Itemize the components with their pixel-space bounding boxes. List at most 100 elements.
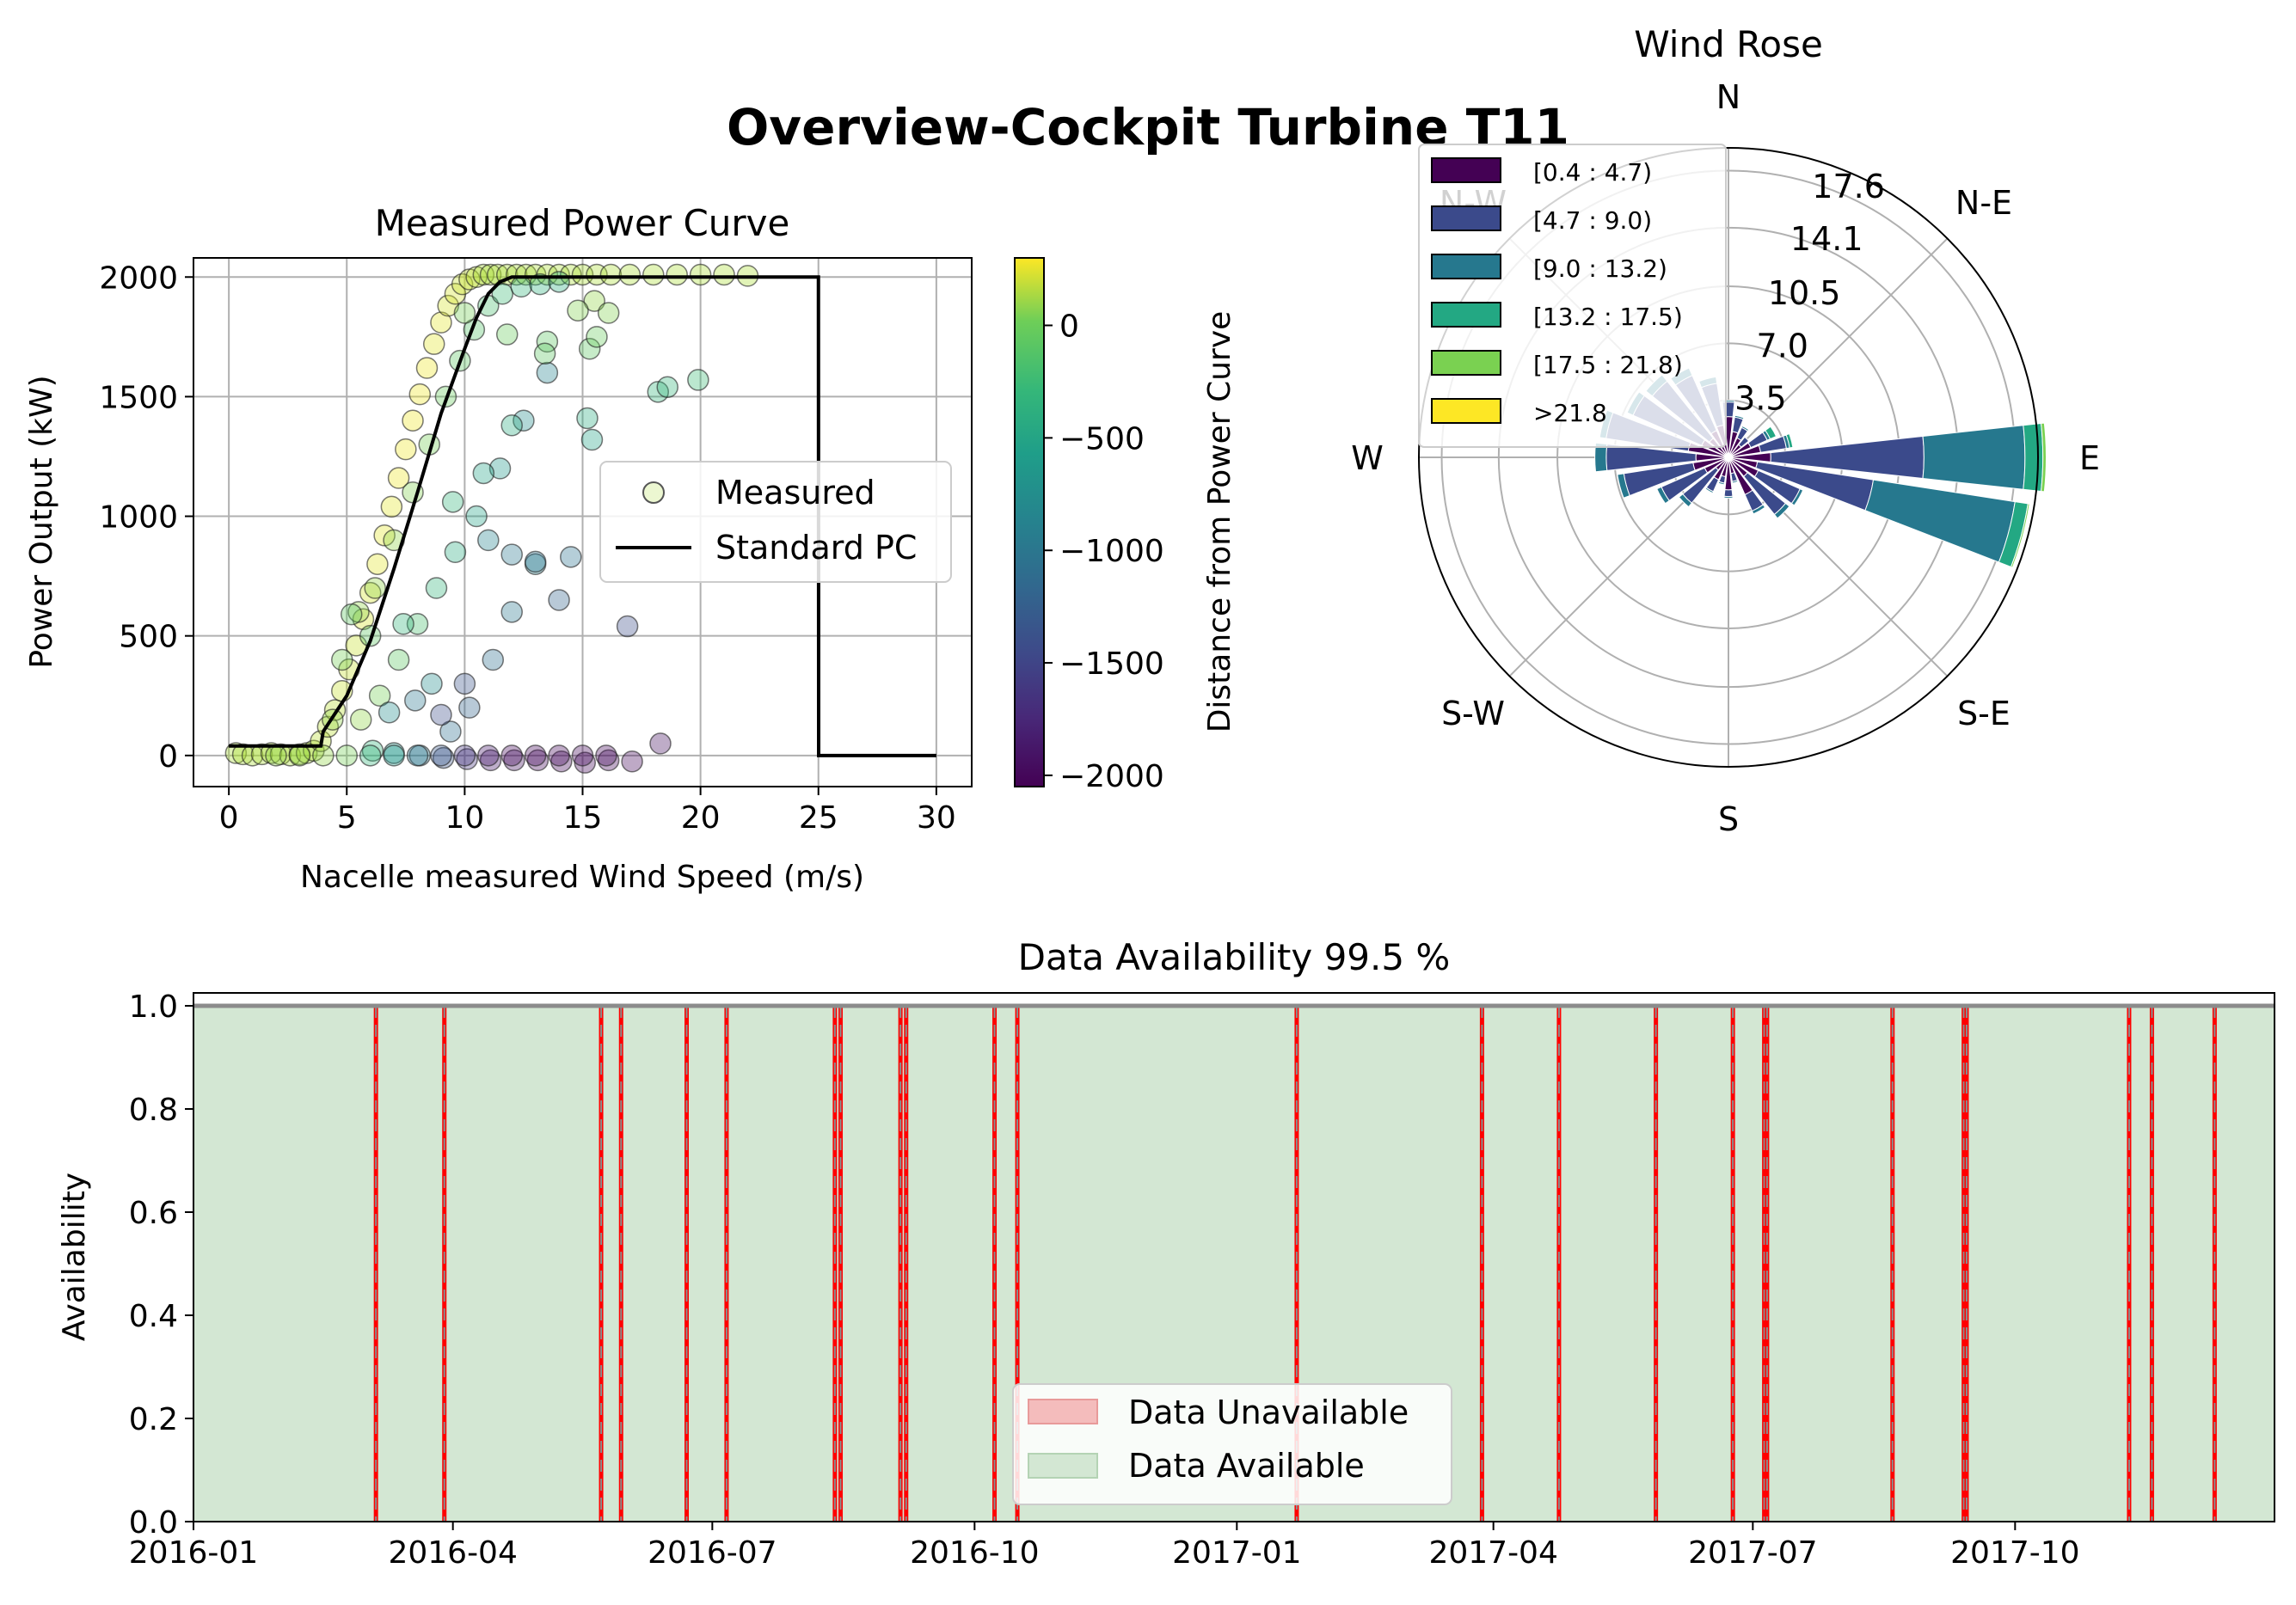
x-tick-label: 2016-10 <box>910 1535 1039 1571</box>
measured-point <box>359 744 382 767</box>
measured-point <box>524 744 547 767</box>
colorbar <box>1014 257 1045 787</box>
colorbar-label: Distance from Power Curve <box>1202 311 1237 733</box>
wind-rose-frame <box>1418 147 2039 768</box>
wind-rose-legend-swatch <box>1431 205 1501 231</box>
measured-point <box>576 407 599 430</box>
radial-tick-label: 3.5 <box>1734 380 1786 418</box>
wind-rose-bar <box>1785 432 1794 449</box>
measured-point <box>666 263 688 286</box>
measured-point <box>500 744 523 767</box>
standard-pc-line <box>229 275 936 757</box>
wind-rose-legend-label: [9.0 : 13.2) <box>1533 254 1667 283</box>
measured-point <box>500 543 523 566</box>
wind-rose-bar <box>1734 414 1745 420</box>
colorbar-tick-label: 0 <box>1059 309 1079 345</box>
wind-rose-legend-label: [4.7 : 9.0) <box>1533 206 1652 235</box>
measured-point <box>548 271 570 293</box>
x-tick-label: 2017-04 <box>1428 1535 1557 1571</box>
measured-point <box>548 263 570 286</box>
measured-point <box>536 361 559 384</box>
wind-rose-bar <box>1773 502 1790 519</box>
wind-rose-bar <box>1678 493 1692 508</box>
power-curve-ylabel: Power Output (kW) <box>24 375 59 668</box>
measured-point <box>439 720 462 743</box>
wind-rose-legend-swatch <box>1431 398 1501 424</box>
measured-point <box>312 744 335 767</box>
measured-point <box>578 337 601 360</box>
measured-point <box>689 263 712 286</box>
measured-point <box>437 294 459 317</box>
measured-point <box>477 529 500 552</box>
measured-points <box>224 263 759 774</box>
wind-rose-legend-label: >21.8 <box>1533 399 1607 427</box>
radial-tick-label: 10.5 <box>1768 274 1841 312</box>
y-tick-label: 0.6 <box>129 1196 178 1231</box>
direction-label: S <box>1718 800 1739 838</box>
measured-point <box>395 438 417 461</box>
power-curve-ticks: 0 5 10 15 20 25 30 0 500 1000 1500 2000 <box>99 260 955 836</box>
measured-point <box>465 505 488 528</box>
availability-ticks: 2016-01 2016-04 2016-07 2016-10 2017-01 2017-… <box>129 989 2080 1571</box>
measured-point <box>340 603 363 626</box>
y-tick-label: 0.8 <box>129 1093 178 1128</box>
x-tick-label: 2017-10 <box>1950 1535 2079 1571</box>
measured-point <box>366 553 389 575</box>
measured-point <box>453 744 476 767</box>
y-tick-label: 0 <box>158 739 178 775</box>
unavailable-lines <box>373 1006 2217 1522</box>
measured-point <box>331 648 353 671</box>
measured-point <box>482 648 505 671</box>
measured-point <box>560 263 582 286</box>
measured-point <box>335 744 359 767</box>
measured-point <box>430 311 452 334</box>
wind-rose-legend-label: [17.5 : 21.8) <box>1533 351 1683 379</box>
x-tick-label: 0 <box>219 800 239 836</box>
wind-rose-bar <box>1704 487 1715 494</box>
measured-point <box>586 326 608 348</box>
measured-point <box>618 263 642 286</box>
wind-rose-bar <box>1717 481 1725 486</box>
angular-grid-line <box>1728 237 1949 458</box>
wind-rose-legend-swatch <box>1431 157 1501 183</box>
wind-rose-bar <box>1723 489 1734 497</box>
measured-point <box>456 748 478 770</box>
availability-legend-frame <box>1012 1383 1452 1505</box>
measured-point <box>392 613 414 635</box>
x-tick-label: 15 <box>563 800 603 836</box>
availability-ylabel: Availability <box>57 1173 92 1341</box>
measured-point <box>387 467 410 489</box>
wind-rose-bar <box>2023 422 2044 493</box>
measured-point <box>656 376 678 399</box>
power-curve-panel: Measured Power Curve 0 5 10 15 20 25 30 0 500 100… <box>24 202 1237 895</box>
measured-point <box>421 672 443 695</box>
availability-title: Data Availability 99.5 % <box>1018 936 1451 978</box>
measured-point <box>500 414 523 437</box>
legend-swatch-unavailable <box>1028 1399 1098 1424</box>
wind-rose-legend-swatch <box>1431 302 1501 328</box>
measured-point <box>453 672 476 695</box>
y-tick-label: 2000 <box>99 260 178 296</box>
x-tick-label: 5 <box>337 800 357 836</box>
measured-point <box>479 263 502 286</box>
measured-point <box>642 263 665 286</box>
measured-point <box>495 323 519 346</box>
measured-point <box>510 275 532 298</box>
y-tick-label: 0.4 <box>129 1299 178 1334</box>
wind-rose-bar <box>1723 495 1734 499</box>
measured-point <box>472 462 495 485</box>
measured-point <box>406 744 429 767</box>
measured-point <box>580 428 604 451</box>
direction-label: W <box>1351 439 1384 477</box>
measured-point <box>430 703 452 726</box>
measured-point <box>231 743 255 766</box>
y-tick-label: 0.2 <box>129 1402 178 1437</box>
y-tick-label: 1500 <box>99 380 178 415</box>
measured-point <box>288 744 311 767</box>
availability-panel: Data Availability 99.5 % 2016-01 2016-04 2… <box>57 936 2275 1571</box>
measured-point <box>349 708 372 731</box>
legend-label-measured: Measured <box>715 474 875 512</box>
measured-point <box>616 615 639 638</box>
measured-point <box>713 263 735 286</box>
